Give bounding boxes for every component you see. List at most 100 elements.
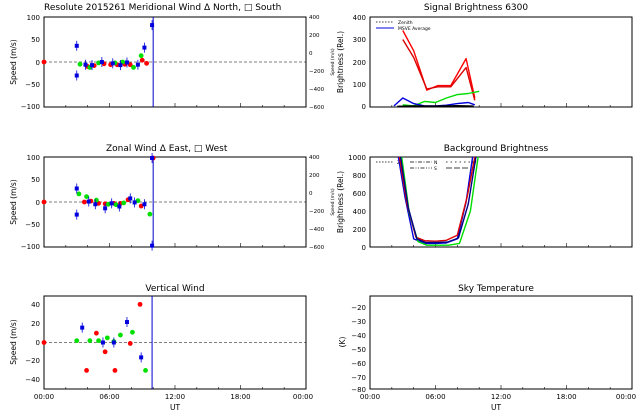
zonal-point-green: [121, 200, 127, 206]
vertical-point-red: [94, 330, 99, 336]
zonal-point-blue: [128, 196, 133, 201]
meridional-wind-panel: Resolute 2015261 Meridional Wind Δ North…: [9, 3, 336, 111]
zonal-point-blue: [74, 212, 79, 217]
sky-xtick: 06:00: [425, 393, 445, 401]
meridional-point-blue: [142, 45, 147, 50]
signal-legend-average: MSVE Average: [398, 26, 431, 32]
signal-ytick: 400: [353, 14, 366, 22]
zonal-ylabel: Speed (m/s): [9, 179, 18, 225]
sky-ytick: −20: [351, 304, 366, 312]
sky-ytick: −70: [351, 374, 366, 382]
background-series-navy: [399, 156, 477, 244]
meridional-point-red: [139, 57, 145, 63]
meridional-point-red: [127, 62, 133, 68]
sky-ylabel: (K): [338, 337, 347, 348]
zonal-point-blue: [150, 156, 155, 160]
vertical-title: Vertical Wind: [145, 284, 204, 294]
meridional-point-blue: [74, 43, 79, 48]
zonal-point-blue: [93, 202, 98, 207]
background-legend-n: N: [434, 160, 437, 166]
vertical-point-red: [112, 368, 118, 373]
zonal-point-green: [84, 194, 89, 200]
background-legend-s: S: [434, 166, 437, 172]
sky-ytick: −80: [351, 386, 366, 394]
zonal-ytick: −100: [21, 243, 40, 251]
sky-xtick: 00:00: [360, 393, 380, 401]
meridional-point-blue: [124, 60, 129, 65]
zonal-ytick-right: 400: [309, 155, 320, 161]
zonal-ytick-right: −400: [309, 227, 325, 233]
signal-ytick: 0: [362, 103, 366, 111]
zonal-ytick-right: 200: [309, 173, 320, 179]
zonal-point-green: [113, 202, 119, 208]
background-ytick: 0: [362, 244, 366, 252]
background-ytick: 600: [353, 190, 366, 198]
vertical-ytick: −20: [25, 357, 40, 365]
background-brightness-panel: Background Brightness 1000 800 600 400 2…: [336, 144, 633, 252]
meridional-point-green: [77, 61, 83, 67]
meridional-point-blue: [135, 62, 140, 67]
vertical-xlabel: UT: [170, 403, 180, 412]
vertical-point-blue: [80, 325, 85, 330]
zonal-ytick: 50: [31, 176, 40, 184]
meridional-ytick-right: −200: [309, 69, 325, 75]
zonal-ytick-right: −600: [309, 245, 325, 251]
vertical-xtick: 06:00: [99, 393, 119, 401]
sky-temperature-panel: Sky Temperature −20 −30 −40 −50 −60 −70 …: [338, 284, 636, 412]
meridional-ytick: 50: [31, 36, 40, 44]
zonal-point-green: [147, 211, 153, 217]
zonal-point-green: [106, 201, 111, 207]
signal-series-red-upper: [402, 30, 476, 99]
zonal-ytick-right: −200: [309, 209, 325, 215]
background-ytick: 400: [353, 208, 366, 216]
vertical-point-green: [74, 338, 80, 344]
meridional-point-blue: [118, 63, 123, 68]
meridional-ytick: 100: [27, 14, 40, 22]
background-series-red: [398, 156, 476, 242]
zonal-point-blue: [142, 202, 147, 207]
sky-ytick: −50: [351, 346, 366, 354]
signal-series-green: [402, 90, 480, 107]
zonal-ytick: 100: [27, 154, 40, 162]
meridional-ytick-right: 200: [309, 33, 320, 39]
vertical-point-red: [84, 368, 89, 373]
zonal-ytick: −50: [25, 221, 40, 229]
sky-frame: [369, 295, 633, 390]
vertical-ytick: −40: [25, 376, 40, 384]
vertical-ytick: 0: [36, 339, 40, 347]
zonal-point-blue: [117, 204, 122, 209]
meridional-point-blue: [90, 63, 95, 68]
vertical-point-green: [96, 338, 101, 344]
sky-xtick: 18:00: [556, 393, 576, 401]
vertical-point-green: [143, 368, 148, 373]
sky-ytick: −60: [351, 360, 366, 368]
meridional-point-blue: [99, 60, 104, 64]
signal-series-black: [397, 104, 474, 107]
meridional-point-red: [144, 60, 150, 66]
vertical-point-blue: [124, 320, 129, 325]
signal-legend-zenith: Zenith: [398, 20, 413, 26]
vertical-ytick: 20: [31, 320, 40, 328]
zonal-point-blue: [150, 243, 155, 248]
background-ytick: 200: [353, 226, 366, 234]
meridional-ytick-right: 400: [309, 15, 320, 21]
zonal-ytick: 0: [36, 199, 40, 207]
meridional-ylabel-right: Speed (m/s): [330, 48, 336, 76]
meridional-ytick: −100: [21, 103, 40, 111]
meridional-ylabel: Speed (m/s): [9, 39, 18, 85]
meridional-ytick-right: −600: [309, 105, 325, 111]
zonal-point-blue: [132, 200, 137, 205]
meridional-ytick-right: −400: [309, 87, 325, 93]
signal-ytick: 300: [353, 36, 366, 44]
vertical-point-red: [41, 340, 47, 345]
zonal-point-blue: [74, 186, 79, 191]
vertical-point-red: [137, 301, 143, 307]
vertical-point-blue: [100, 340, 105, 345]
zonal-point-red: [138, 203, 144, 209]
sky-xtick: 12:00: [491, 393, 511, 401]
meridional-ytick: −50: [25, 81, 40, 89]
zonal-title: Zonal Wind Δ East, □ West: [106, 144, 228, 154]
signal-ytick: 200: [353, 59, 366, 67]
meridional-ytick: 0: [36, 59, 40, 67]
